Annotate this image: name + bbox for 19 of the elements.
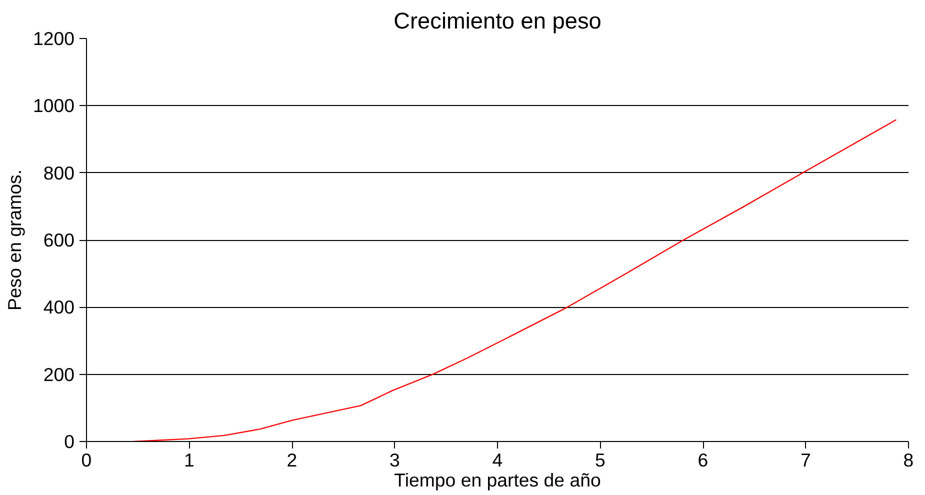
x-tick-label: 2 [286, 450, 298, 470]
x-tick-label: 7 [800, 450, 811, 470]
x-tick-label: 0 [81, 450, 92, 470]
y-tick-label: 1200 [32, 28, 75, 49]
y-tick-label: 800 [43, 162, 75, 184]
x-tick-label: 6 [698, 450, 708, 470]
y-axis-title: Peso en gramos. [4, 169, 25, 311]
chart-title: Crecimiento en peso [394, 8, 602, 34]
y-tick-label: 200 [43, 364, 75, 385]
x-axis-title: Tiempo en partes de año [394, 470, 601, 490]
y-tick-label: 400 [43, 296, 75, 318]
y-tick-label: 600 [43, 230, 75, 250]
x-tick-label: 4 [492, 450, 503, 470]
y-tick-label: 1000 [32, 95, 75, 116]
x-tick-label: 5 [595, 450, 606, 470]
y-tick-label: 0 [64, 431, 75, 452]
x-tick-label: 3 [390, 450, 400, 470]
x-tick-label: 8 [903, 450, 914, 470]
x-tick-label: 1 [184, 450, 194, 470]
